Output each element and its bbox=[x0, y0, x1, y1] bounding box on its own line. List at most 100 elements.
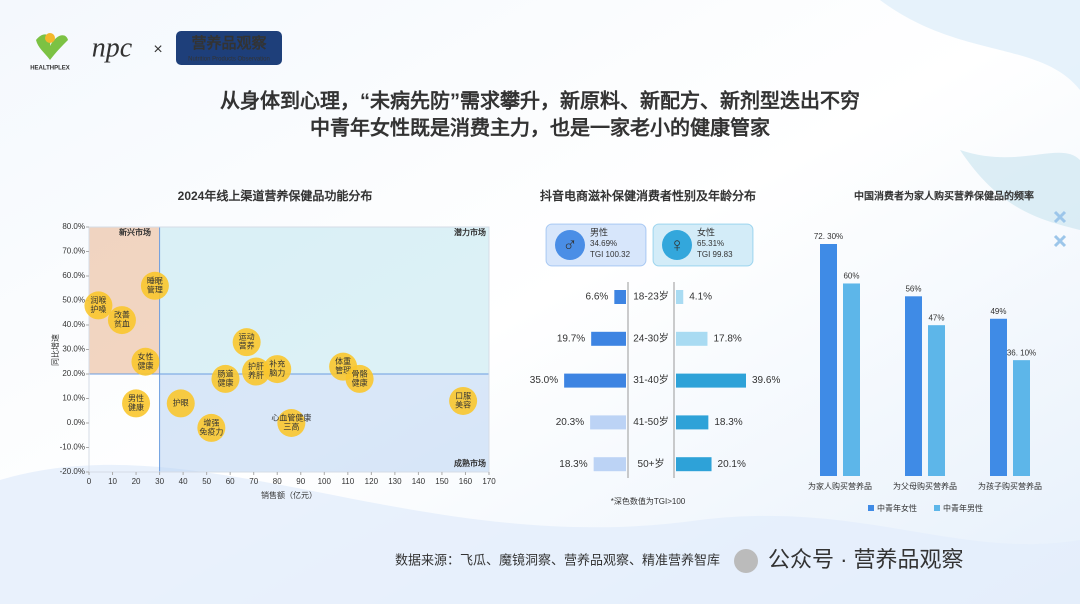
source: 数据来源：飞瓜、魔镜洞察、营养品观察、精准营养智库 bbox=[395, 552, 720, 567]
value-label: 35.0% bbox=[530, 375, 558, 386]
legend-swatch bbox=[868, 505, 874, 511]
category-label: 为孩子购买营养品 bbox=[978, 481, 1042, 491]
logo-mark bbox=[36, 34, 68, 60]
bubble bbox=[263, 355, 292, 384]
legend-symbol: ♀ bbox=[670, 234, 685, 256]
decor bbox=[1053, 210, 1067, 248]
chart-title: 2024年线上渠道营养保健品功能分布 bbox=[178, 188, 373, 203]
bubble-label: 女性健康 bbox=[137, 351, 153, 370]
value-label: 56% bbox=[905, 284, 921, 293]
brand: npc bbox=[92, 32, 133, 63]
value-label: 60% bbox=[843, 272, 859, 281]
value-label: 6.6% bbox=[586, 292, 609, 303]
bubble-label: 护肝养肝 bbox=[248, 361, 264, 380]
x-axis-label: 销售额（亿元） bbox=[261, 490, 317, 500]
bubble-label: 增强免疫力 bbox=[199, 418, 223, 437]
bubble bbox=[140, 271, 169, 300]
x-tick-label: 10 bbox=[108, 477, 117, 486]
y-tick-label: 50.0% bbox=[62, 296, 85, 305]
y-tick-label: -20.0% bbox=[60, 467, 85, 476]
partner-en: Nutrition Products Observation bbox=[188, 57, 270, 63]
y-tick-label: 80.0% bbox=[62, 222, 85, 231]
quadrant-label: 新兴市场 bbox=[119, 227, 151, 237]
category-label: 24-30岁 bbox=[633, 331, 669, 344]
bubble bbox=[345, 364, 374, 393]
bar bbox=[1013, 360, 1030, 476]
category-label: 为家人购买营养品 bbox=[808, 481, 872, 491]
legend-icon bbox=[662, 230, 692, 260]
value-label: 36. 10% bbox=[1007, 348, 1036, 357]
x-tick-label: 30 bbox=[155, 477, 164, 486]
y-tick-label: -10.0% bbox=[60, 443, 85, 452]
legend-label: 中青年男性 bbox=[943, 503, 983, 513]
bubble bbox=[232, 328, 261, 357]
value-label: 72. 30% bbox=[814, 232, 843, 241]
bubble bbox=[107, 306, 136, 335]
bar bbox=[614, 290, 626, 304]
category-label: 为父母购买营养品 bbox=[893, 481, 957, 491]
bubble bbox=[449, 386, 478, 415]
x-tick-label: 140 bbox=[412, 477, 426, 486]
bar bbox=[676, 290, 684, 304]
value-label: 18.3% bbox=[714, 417, 742, 428]
y-tick-label: 70.0% bbox=[62, 247, 85, 256]
x-tick-label: 130 bbox=[388, 477, 402, 486]
bubble bbox=[242, 357, 271, 386]
value-label: 19.7% bbox=[557, 333, 585, 344]
bubble bbox=[122, 389, 151, 418]
y-tick-label: 20.0% bbox=[62, 369, 85, 378]
bar bbox=[564, 373, 626, 388]
bar bbox=[590, 415, 626, 430]
x-tick-label: 20 bbox=[132, 477, 141, 486]
value-label: 17.8% bbox=[713, 333, 741, 344]
legend-tgi: TGI 100.32 bbox=[590, 250, 631, 259]
bubble-label: 心血管健康三高 bbox=[271, 413, 311, 432]
legend-label: 中青年女性 bbox=[877, 503, 917, 513]
category-label: 41-50岁 bbox=[633, 415, 669, 428]
watermark: 公众号 · 营养品观察 bbox=[768, 547, 964, 572]
y-tick-label: 60.0% bbox=[62, 271, 85, 280]
legend-share: 34.69% bbox=[590, 239, 617, 248]
logo-mark bbox=[45, 33, 55, 43]
wechat-icon bbox=[734, 549, 758, 573]
x-tick-label: 50 bbox=[202, 477, 211, 486]
bubble-label: 运动营养 bbox=[239, 332, 255, 351]
bubble bbox=[197, 413, 226, 442]
note: *深色数值为TGI>100 bbox=[611, 496, 686, 506]
category-label: 18-23岁 bbox=[633, 290, 669, 303]
x-tick-label: 70 bbox=[249, 477, 258, 486]
bubble-label: 护眼 bbox=[173, 398, 189, 408]
x-tick-label: 170 bbox=[482, 477, 496, 486]
decor bbox=[880, 0, 1080, 90]
bar bbox=[593, 457, 626, 472]
legend-share: 65.31% bbox=[697, 239, 724, 248]
legend-swatch bbox=[934, 505, 940, 511]
x-tick-label: 120 bbox=[365, 477, 379, 486]
bar bbox=[676, 457, 712, 472]
category-label: 31-40岁 bbox=[633, 373, 669, 386]
x-tick-label: 160 bbox=[459, 477, 473, 486]
bubble-label: 睡眠管理 bbox=[147, 276, 163, 294]
y-tick-label: 40.0% bbox=[62, 320, 85, 329]
cross: × bbox=[153, 41, 162, 58]
bubble-label: 男性健康 bbox=[128, 393, 144, 412]
legend-icon bbox=[555, 230, 585, 260]
y-axis-label: 同比增速 bbox=[50, 334, 60, 366]
bubble-label: 骨骼健康 bbox=[352, 369, 368, 388]
legend-name: 男性 bbox=[590, 226, 608, 237]
bubble bbox=[166, 389, 195, 418]
bubble bbox=[277, 409, 306, 437]
value-label: 20.3% bbox=[556, 417, 584, 428]
bar bbox=[843, 283, 860, 476]
bubble-label: 改善贫血 bbox=[114, 310, 130, 329]
value-label: 20.1% bbox=[718, 459, 746, 470]
legend-name: 女性 bbox=[697, 226, 715, 237]
decor bbox=[0, 464, 1080, 604]
value-label: 49% bbox=[990, 307, 1006, 316]
decor bbox=[960, 150, 1080, 230]
quadrant bbox=[159, 227, 489, 374]
bar bbox=[676, 331, 708, 346]
value-label: 47% bbox=[928, 313, 944, 322]
